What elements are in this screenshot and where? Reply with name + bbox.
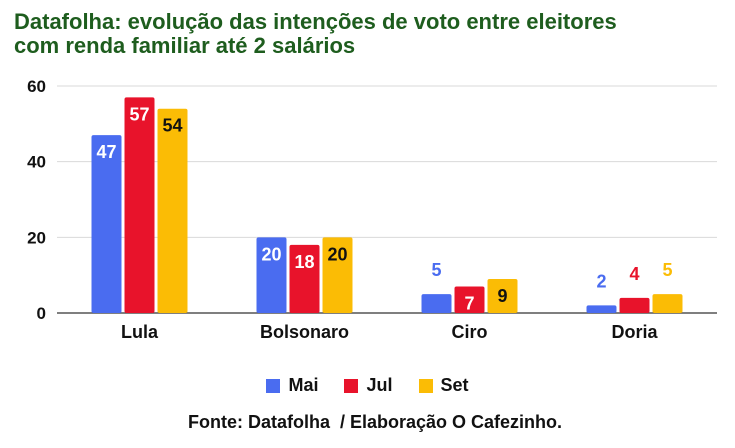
x-tick-label: Doria: [611, 322, 658, 342]
chart-legend: Mai Jul Set: [0, 375, 735, 396]
chart-title: Datafolha: evolução das intenções de vot…: [14, 10, 724, 58]
bar-set-lula: [157, 108, 188, 313]
legend-swatch-set: [418, 378, 433, 393]
data-label: 4: [629, 264, 639, 284]
bar-jul-lula: [124, 97, 155, 313]
bar-set-doria: [652, 294, 683, 313]
legend-swatch-jul: [344, 378, 359, 393]
bar-set-bolsonaro: [322, 237, 353, 313]
y-tick-label: 0: [37, 304, 46, 323]
bar-mai-bolsonaro: [256, 237, 287, 313]
data-label: 20: [327, 244, 347, 264]
x-tick-label: Ciro: [452, 322, 488, 342]
data-label: 5: [662, 260, 672, 280]
chart-title-line-2: com renda familiar até 2 salários: [14, 33, 356, 58]
data-label: 2: [596, 271, 606, 291]
bar-mai-lula: [91, 135, 122, 313]
legend-label-set: Set: [440, 375, 469, 395]
legend-item-mai: Mai: [266, 375, 318, 396]
data-label: 54: [162, 116, 182, 136]
chart-title-line-1: Datafolha: evolução das intenções de vot…: [14, 9, 617, 34]
y-tick-label: 40: [27, 153, 46, 172]
y-tick-label: 60: [27, 77, 46, 96]
bar-jul-bolsonaro: [289, 244, 320, 313]
x-tick-label: Lula: [121, 322, 159, 342]
data-label: 5: [431, 260, 441, 280]
x-tick-label: Bolsonaro: [260, 322, 349, 342]
bar-jul-ciro: [454, 286, 485, 313]
legend-swatch-mai: [266, 378, 281, 393]
legend-item-jul: Jul: [344, 375, 393, 396]
bar-mai-doria: [586, 305, 617, 313]
data-label: 47: [96, 142, 116, 162]
bar-mai-ciro: [421, 294, 452, 313]
bar-jul-doria: [619, 297, 650, 313]
chart-source: Fonte: Datafolha / Elaboração O Cafezinh…: [187, 412, 563, 432]
legend-label-mai: Mai: [288, 375, 319, 395]
legend-label-jul: Jul: [366, 375, 393, 395]
data-label: 9: [497, 286, 507, 306]
data-label: 57: [129, 104, 149, 124]
data-label: 7: [464, 294, 474, 314]
data-label: 18: [294, 252, 314, 272]
legend-item-set: Set: [418, 375, 469, 396]
y-tick-label: 20: [27, 228, 46, 247]
data-label: 20: [261, 244, 281, 264]
bar-set-ciro: [487, 278, 518, 313]
